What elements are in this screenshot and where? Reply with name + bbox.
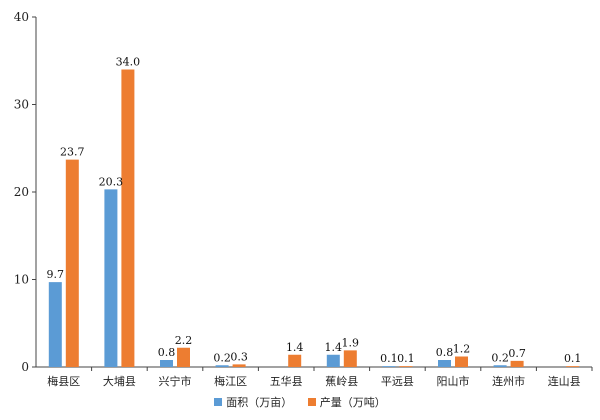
data-label-output: 0.1 [564,352,582,365]
bar-output [232,364,246,367]
legend-swatch-area [214,398,223,406]
bar-output [510,360,524,367]
x-tick-label: 大埔县 [103,374,136,388]
y-tick-label: 20 [14,185,29,199]
data-labels: 9.723.720.334.00.82.20.2 0.31.4 1.4 1.90.1 0… [47,56,582,366]
bar-area [160,360,173,367]
data-label-area: 9.7 [47,268,65,281]
bars [48,69,580,367]
data-label-output: 23.7 [60,146,85,159]
legend-label-output: 产量（万吨） [319,396,386,409]
y-tick-label: 10 [14,273,29,287]
y-tick-label: 30 [14,98,29,112]
legend: 面积（万亩） 产量（万吨） [0,394,600,410]
bar-area [493,365,507,367]
bar-output [121,69,135,367]
data-label-output: 1.4 [286,341,304,354]
data-label-output: 1.9 [342,336,360,349]
data-label-area: 0.8 [436,346,454,359]
data-label-area: 1.4 [325,341,343,354]
x-tick-label: 兴宁市 [159,374,192,388]
data-label-output: 0.7 [508,347,526,360]
legend-swatch-output [307,398,316,406]
data-label-area: 0.2 [213,351,231,364]
bar-area [215,365,229,367]
x-tick-label: 连山县 [548,375,581,388]
x-tick-label: 五华县 [270,374,303,388]
data-label-area: 0.8 [158,346,176,359]
bar-output [177,347,190,367]
bar-area [326,354,340,367]
x-axis-ticks: 梅县区 大埔县 兴宁市 梅江区 五华县 蕉岭县 平远县 阳山市 连州市 连山县 [47,367,593,388]
data-label-output: 0.3 [230,350,248,363]
legend-item-output: 产量（万吨） [307,394,386,410]
data-label-output: 0.1 [397,352,415,365]
x-tick-label: 梅江区 [214,374,247,388]
bar-output [455,356,468,367]
data-label-area: 20.3 [99,175,124,188]
legend-item-area: 面积（万亩） [214,394,292,410]
data-label-output: 34.0 [116,56,141,69]
y-tick-label: 0 [21,360,29,374]
x-tick-label: 连州市 [492,374,525,388]
bar-output [65,159,79,367]
data-label-output: 2.2 [175,334,193,347]
x-tick-label: 蕉岭县 [325,374,358,388]
bar-output [566,366,580,367]
bar-area [382,366,396,367]
y-tick-label: 40 [14,10,29,24]
bar-area [438,360,451,367]
data-label-output: 1.2 [453,343,471,356]
x-tick-label: 平远县 [381,375,414,388]
axes [35,17,592,368]
y-axis-ticks: 0 10 20 30 40 [14,10,36,374]
bar-output [288,354,302,367]
bar-output [399,366,413,367]
bar-area [48,282,62,367]
data-label-area: 0.1 [380,352,398,365]
x-tick-label: 阳山市 [437,374,470,388]
legend-label-area: 面积（万亩） [226,396,293,409]
data-label-area: 0.2 [491,351,509,364]
bar-output [343,350,357,367]
bar-area [104,189,118,367]
x-tick-label: 梅县区 [47,374,80,388]
